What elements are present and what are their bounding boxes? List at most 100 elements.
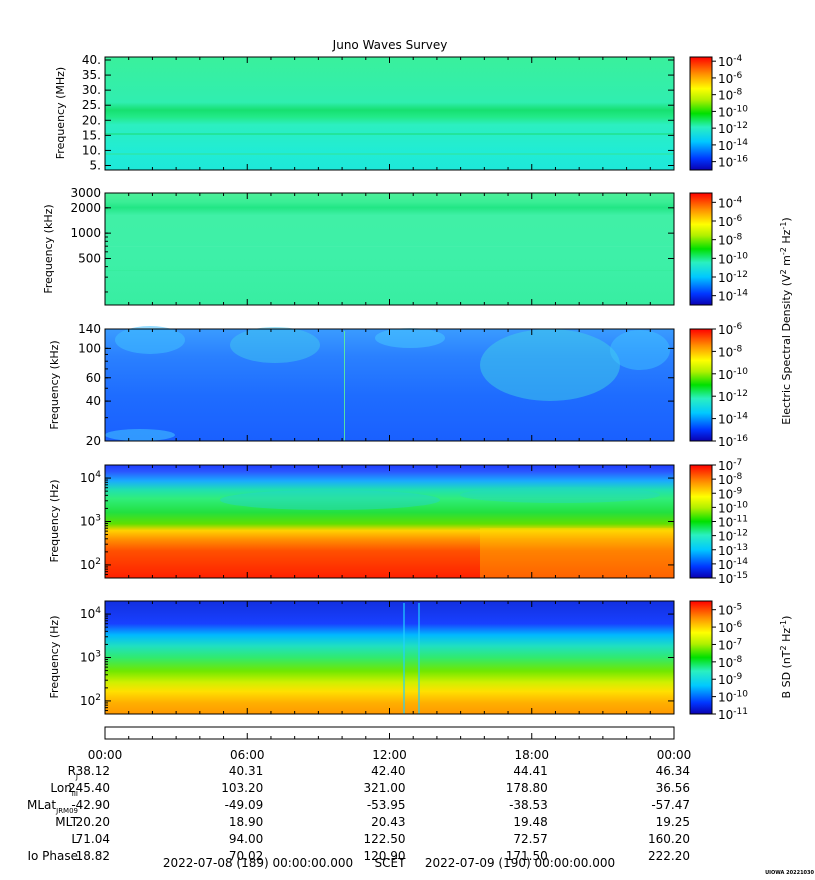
colorbar-tick-mantissa: 10 [718,89,733,103]
colorbar-tick-exp: -6 [733,214,742,224]
colorbar-tick-mantissa: 10 [718,638,733,652]
ephemeris-value: 20.20 [76,815,110,829]
ephemeris-value: 72.57 [513,832,547,846]
electric-colorbar-label-prefix: Electric Spectral Density (V [780,274,793,425]
panel-3-ylabel: Frequency (kHz) [48,340,61,429]
colorbar-tick-label: 10-6 [718,214,743,229]
colorbar-tick-mantissa: 10 [718,196,733,210]
colorbar-tick-exp: -14 [733,138,748,148]
ephemeris-value: 103.20 [221,781,263,795]
panel-3-burst-line [344,331,345,441]
colorbar-tick-label: 10-7 [718,637,742,652]
panel-4-emission-patch [480,528,674,578]
colorbar-tick-exp: -10 [733,104,748,114]
ephemeris-value: 222.20 [648,849,690,863]
colorbar-tick-label: 10-14 [718,138,748,153]
magnetic-colorbar-label-close: ) [780,616,793,620]
ephemeris-value: 38.12 [76,764,110,778]
scet-label: SCET [375,856,407,870]
ephemeris-value: -57.47 [651,798,690,812]
ephemeris-label-text: MLT [55,815,78,829]
colorbar-tick-mantissa: 10 [718,501,733,515]
ephemeris-label-subscript: III [72,790,78,798]
colorbar-tick-label: 10-16 [718,155,748,170]
panel-4-colorbar [689,464,713,579]
ephemeris-value: 44.41 [513,764,547,778]
colorbar-tick-label: 10-12 [718,270,748,285]
panel-3-emission-patch [480,329,620,401]
colorbar-tick-exp: -8 [733,655,742,665]
colorbar-tick-exp: -7 [733,458,742,468]
panel-1-band [105,133,674,135]
y-tick-exp: 3 [95,650,101,660]
colorbar-tick-label: 10-12 [718,389,748,404]
ephemeris-value: 120.90 [364,849,406,863]
colorbar-tick-label: 10-4 [718,195,743,210]
colorbar-tick-mantissa: 10 [718,530,733,544]
colorbar-tick-exp: -6 [733,71,742,81]
colorbar-tick-mantissa: 10 [718,516,733,530]
colorbar-tick-exp: -10 [733,367,748,377]
colorbar-tick-mantissa: 10 [718,290,733,304]
colorbar-tick-label: 10-15 [718,571,748,586]
y-tick-label: 2000 [70,201,101,215]
y-tick-label: 500 [78,251,101,265]
colorbar-tick-label: 10-8 [718,233,743,248]
colorbar-tick-mantissa: 10 [718,323,733,337]
colorbar-tick-label: 10-10 [718,500,748,515]
ephemeris-value: -38.53 [509,798,548,812]
colorbar-tick-exp: -8 [733,472,742,482]
panel-2-colorbar [689,192,713,306]
panel-4-ylabel: Frequency (Hz) [48,480,61,563]
colorbar-tick-label: 10-10 [718,104,748,119]
colorbar-tick-label: 10-6 [718,620,743,635]
colorbar-tick-exp: -10 [733,251,748,261]
panel-2-ylabel: Frequency (kHz) [42,204,55,293]
y-tick-label: 103 [80,650,101,665]
colorbar-tick-mantissa: 10 [718,558,733,572]
y-tick-label: 103 [80,514,101,529]
colorbar-tick-label: 10-13 [718,543,748,558]
colorbar-tick-label: 10-14 [718,289,748,304]
colorbar-tick-mantissa: 10 [718,673,733,687]
ephemeris-value: -49.09 [225,798,264,812]
panel-1-band [105,153,674,155]
colorbar-tick-exp: -4 [733,54,742,64]
magnetic-colorbar-label: B SD (nT2 Hz-1) [779,616,794,699]
ephemeris-value: 160.20 [648,832,690,846]
colorbar-tick-mantissa: 10 [718,572,733,586]
colorbar-tick-exp: -9 [733,672,742,682]
colorbar-tick-label: 10-8 [718,655,743,670]
colorbar-tick-exp: -6 [733,620,742,630]
panel-2-band [105,246,674,247]
y-tick-label: 60 [86,371,101,385]
colorbar-tick-exp: -16 [733,155,748,165]
colorbar-tick-mantissa: 10 [718,604,733,618]
colorbar-tick-mantissa: 10 [718,72,733,86]
y-tick-mantissa: 10 [80,651,95,665]
panel-5-spectrogram [105,601,674,714]
colorbar-tick-exp: -7 [733,637,742,647]
ephemeris-value: 46.34 [656,764,690,778]
colorbar-tick-exp: -10 [733,690,748,700]
ephemeris-row-label: Io Phase [27,849,78,863]
colorbar-tick-label: 10-14 [718,557,748,572]
panel-4-emission-patch [460,487,660,503]
ephemeris-row-label: MLatJRM09 [27,798,78,815]
colorbar-tick-label: 10-9 [718,672,743,687]
panel-4-emission-patch [220,490,440,510]
colorbar-tick-label: 10-8 [718,344,743,359]
colorbar-tick-exp: -6 [733,322,742,332]
ephemeris-row-label: MLT [55,815,78,829]
electric-colorbar-label: Electric Spectral Density (V2 m-2 Hz-1) [779,217,794,424]
colorbar-tick-label: 10-9 [718,486,743,501]
electric-colorbar-label-exp2: -2 [779,247,788,255]
y-tick-mantissa: 10 [80,471,95,485]
panel-1-spectrogram [105,57,674,170]
time-tick-label: 00:00 [88,748,123,762]
ephemeris-value: 18.90 [229,815,263,829]
y-tick-label: 104 [80,470,101,485]
colorbar-tick-exp: -12 [733,529,748,539]
